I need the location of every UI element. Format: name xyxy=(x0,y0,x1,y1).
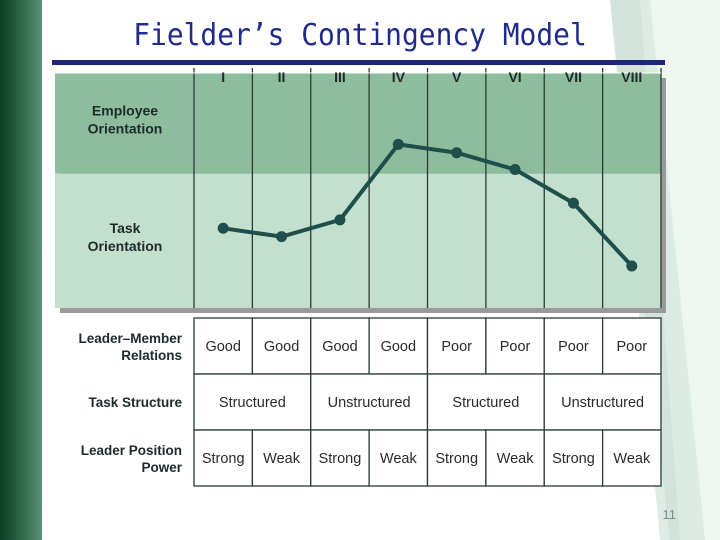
table-cell xyxy=(368,317,429,375)
table-cell xyxy=(368,429,429,487)
table-cell-text: Weak xyxy=(263,451,301,467)
table-row-label: Relations xyxy=(121,348,182,363)
data-point-III xyxy=(334,214,346,226)
table-cell-text: Strong xyxy=(319,451,362,467)
slide-title: Fielder’s Contingency Model xyxy=(133,18,587,53)
table-cell-text: Strong xyxy=(552,451,595,467)
table-cell-text: Structured xyxy=(219,395,286,411)
table-cell xyxy=(601,429,662,487)
table-cell xyxy=(193,429,254,487)
table-cell xyxy=(310,317,370,375)
category-label-I: I xyxy=(221,69,225,85)
band-label: Employee xyxy=(92,102,158,118)
table-cell-text: Strong xyxy=(435,451,478,467)
table-cell-text: Poor xyxy=(500,339,531,355)
table-cell xyxy=(543,429,604,487)
data-point-VII xyxy=(567,197,579,209)
data-point-VI xyxy=(509,164,521,176)
table-cell-text: Weak xyxy=(497,451,535,467)
table-cell-text: Poor xyxy=(441,339,472,355)
table-row-label: Leader Position xyxy=(81,443,182,458)
table-cell-text: Structured xyxy=(452,395,519,411)
table-cell-text: Weak xyxy=(613,451,651,467)
table-row-label: Task Structure xyxy=(88,395,182,410)
category-label-IV: IV xyxy=(392,69,406,85)
category-label-III: III xyxy=(334,69,346,85)
band-label: Task xyxy=(110,220,141,236)
category-label-VII: VII xyxy=(565,69,582,85)
table-cell xyxy=(601,317,662,375)
table-cell-text: Weak xyxy=(380,451,418,467)
table-cell xyxy=(310,429,370,487)
table-cell-text: Good xyxy=(381,339,416,355)
data-point-I xyxy=(217,222,229,234)
table-cell-text: Unstructured xyxy=(561,395,644,411)
table-cell xyxy=(485,317,545,375)
category-label-VI: VI xyxy=(508,69,521,85)
table-cell xyxy=(426,317,487,375)
band-label: Orientation xyxy=(88,238,163,254)
table-cell xyxy=(251,429,312,487)
table-row-label: Leader–Member xyxy=(78,331,182,346)
band-label: Orientation xyxy=(88,120,163,136)
left-accent-bar xyxy=(0,0,42,540)
table-cell-text: Good xyxy=(205,339,240,355)
table-cell-text: Good xyxy=(264,339,299,355)
table-cell-text: Unstructured xyxy=(328,395,411,411)
table-cell-text: Good xyxy=(322,339,357,355)
data-point-VIII xyxy=(626,260,638,272)
category-label-V: V xyxy=(452,69,462,85)
page-number: 11 xyxy=(662,507,677,522)
data-point-V xyxy=(451,147,463,159)
category-label-II: II xyxy=(278,69,286,85)
series-line xyxy=(222,142,634,268)
table-cell-text: Poor xyxy=(616,339,647,355)
table-cell-text: Poor xyxy=(558,339,589,355)
category-label-VIII: VIII xyxy=(621,69,642,85)
title-rule xyxy=(52,60,665,65)
data-point-II xyxy=(276,231,288,243)
table-cell xyxy=(543,373,662,431)
table-cell xyxy=(485,429,545,487)
table-row-label: Power xyxy=(141,460,182,475)
data-point-IV xyxy=(392,138,404,150)
band-employee xyxy=(55,73,661,174)
table-cell-text: Strong xyxy=(202,451,245,467)
